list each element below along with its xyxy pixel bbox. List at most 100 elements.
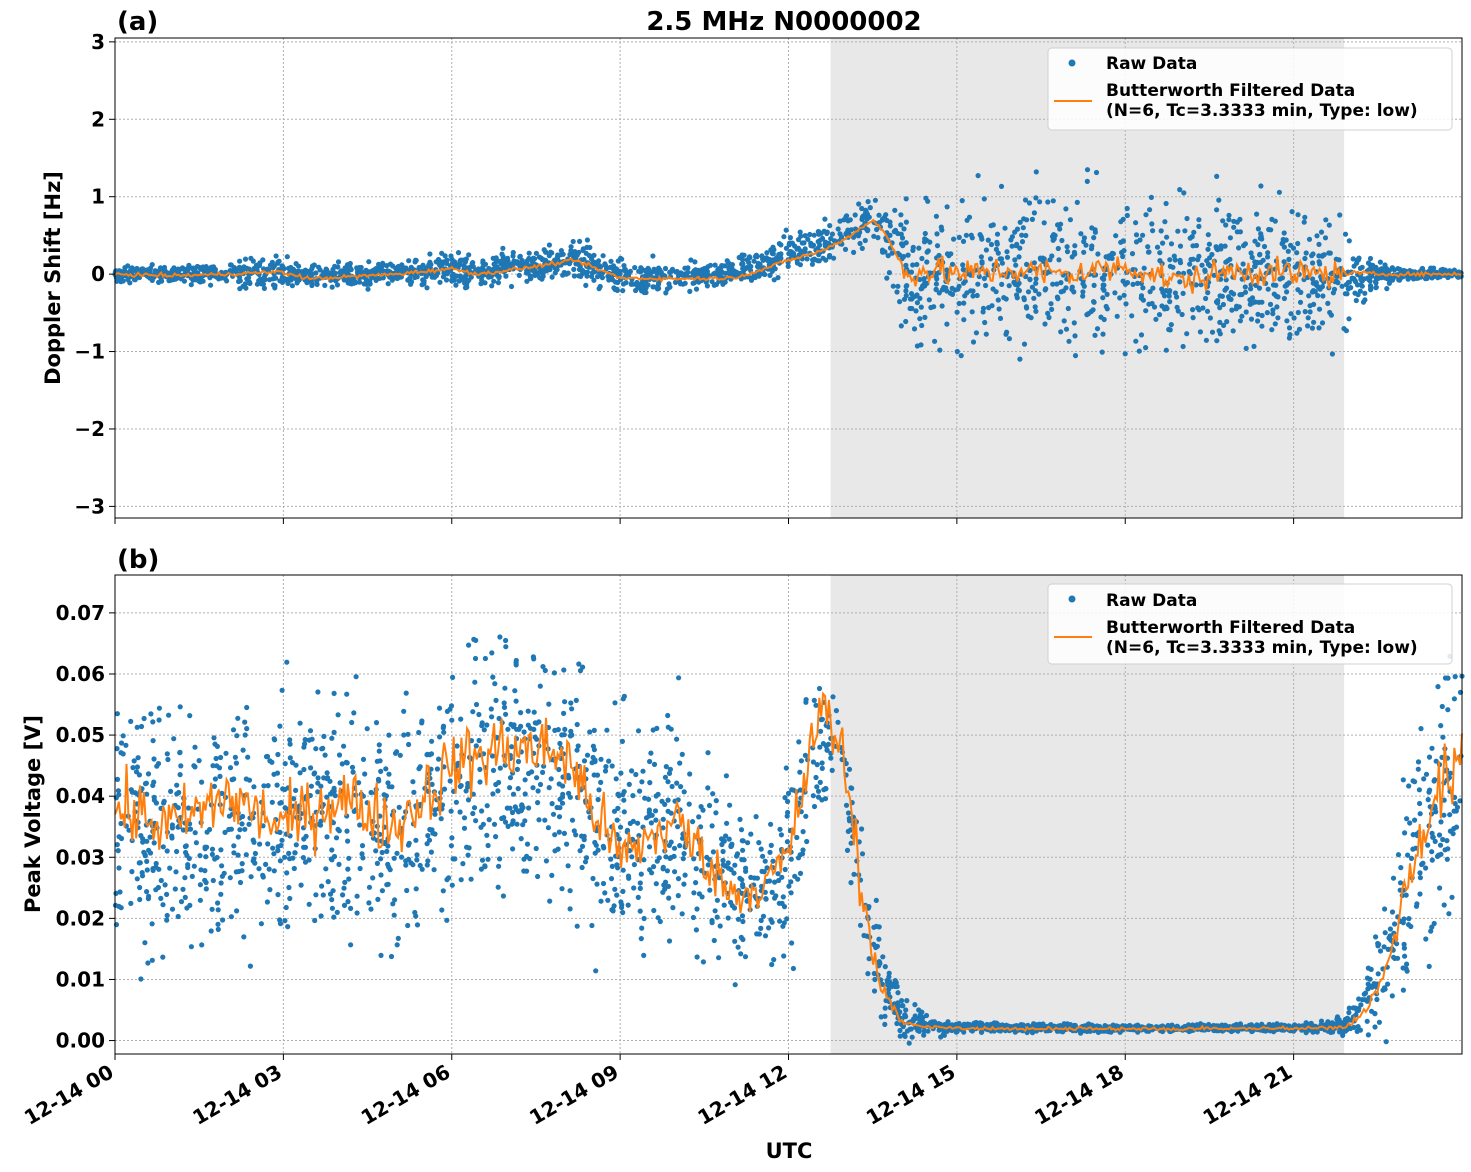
raw-data-point <box>341 902 348 909</box>
raw-data-point <box>482 261 489 267</box>
raw-data-point <box>637 885 643 892</box>
raw-data-point <box>1435 684 1441 690</box>
raw-data-point <box>691 856 697 862</box>
raw-data-point <box>1452 674 1458 680</box>
raw-data-point <box>1003 331 1009 337</box>
raw-data-point <box>515 786 521 792</box>
raw-data-point <box>826 724 832 730</box>
raw-data-point <box>590 875 596 882</box>
raw-data-point <box>473 818 479 824</box>
raw-data-point <box>315 780 321 786</box>
raw-data-point <box>1359 283 1365 289</box>
raw-data-point <box>287 741 293 747</box>
raw-data-point <box>1081 239 1087 245</box>
raw-data-point <box>817 744 823 750</box>
raw-data-point <box>1265 254 1271 260</box>
raw-data-point <box>165 756 171 763</box>
raw-data-point <box>1275 294 1281 300</box>
raw-data-point <box>619 738 626 745</box>
raw-data-point <box>114 278 120 284</box>
raw-data-point <box>653 881 659 887</box>
raw-data-point <box>496 715 502 722</box>
raw-data-point <box>1367 255 1374 262</box>
raw-data-point <box>1255 311 1261 317</box>
raw-data-point <box>197 882 203 888</box>
raw-data-point <box>1276 189 1282 195</box>
raw-data-point <box>716 267 722 273</box>
raw-data-point <box>622 267 628 273</box>
raw-data-point <box>291 796 297 802</box>
raw-data-point <box>237 286 243 292</box>
raw-data-point <box>329 847 335 853</box>
raw-data-point <box>1002 225 1008 231</box>
raw-data-point <box>739 261 745 267</box>
raw-data-point <box>620 288 626 294</box>
raw-data-point <box>762 858 768 864</box>
raw-data-point <box>1026 200 1033 206</box>
raw-data-point <box>709 279 715 285</box>
raw-data-point <box>638 871 644 877</box>
raw-data-point <box>685 265 691 271</box>
raw-data-point <box>407 275 413 281</box>
raw-data-point <box>732 982 738 988</box>
raw-data-point <box>739 913 746 919</box>
raw-data-point <box>317 267 323 273</box>
raw-data-point <box>458 716 464 722</box>
raw-data-point <box>479 723 485 729</box>
raw-data-point <box>497 856 503 862</box>
raw-data-point <box>1181 190 1187 196</box>
raw-data-point <box>1214 173 1220 179</box>
raw-data-point <box>1187 235 1193 241</box>
raw-data-point <box>895 283 901 289</box>
raw-data-point <box>381 792 387 798</box>
raw-data-point <box>499 815 505 822</box>
raw-data-point <box>519 803 525 809</box>
raw-data-point <box>273 253 279 259</box>
raw-data-point <box>1052 232 1058 239</box>
raw-data-point <box>1442 675 1449 681</box>
raw-data-point <box>898 222 904 228</box>
raw-data-point <box>822 239 829 245</box>
raw-data-point <box>1456 269 1462 275</box>
raw-data-point <box>123 742 129 748</box>
raw-data-point <box>1387 926 1393 932</box>
raw-data-point <box>521 868 527 874</box>
raw-data-point <box>158 877 164 884</box>
raw-data-point <box>306 737 312 743</box>
raw-data-point <box>332 793 338 799</box>
raw-data-point <box>745 840 751 846</box>
raw-data-point <box>951 236 957 242</box>
raw-data-point <box>1447 828 1453 834</box>
raw-data-point <box>394 942 400 948</box>
raw-data-point <box>320 271 326 277</box>
raw-data-point <box>751 258 757 264</box>
raw-data-point <box>1236 245 1242 251</box>
raw-data-point <box>461 264 467 270</box>
raw-data-point <box>696 814 702 820</box>
raw-data-point <box>813 702 819 708</box>
raw-data-point <box>872 976 878 983</box>
raw-data-point <box>546 701 552 707</box>
raw-data-point <box>768 821 774 827</box>
raw-data-point <box>1119 249 1125 256</box>
raw-data-point <box>843 802 850 808</box>
raw-data-point <box>210 268 216 274</box>
raw-data-point <box>646 844 653 850</box>
raw-data-point <box>1006 336 1013 342</box>
raw-data-point <box>1143 345 1149 351</box>
raw-data-point <box>819 760 825 766</box>
raw-data-point <box>509 809 516 816</box>
raw-data-point <box>983 282 989 289</box>
raw-data-point <box>804 256 810 262</box>
raw-data-point <box>1033 169 1039 175</box>
raw-data-point <box>1423 936 1429 942</box>
raw-data-point <box>1252 238 1258 244</box>
raw-data-point <box>193 840 199 846</box>
raw-data-point <box>621 809 627 815</box>
raw-data-point <box>786 242 792 248</box>
raw-data-point <box>665 779 671 785</box>
raw-data-point <box>1158 228 1164 234</box>
raw-data-point <box>1136 348 1142 354</box>
raw-data-point <box>1367 278 1373 284</box>
raw-data-point <box>424 285 430 291</box>
